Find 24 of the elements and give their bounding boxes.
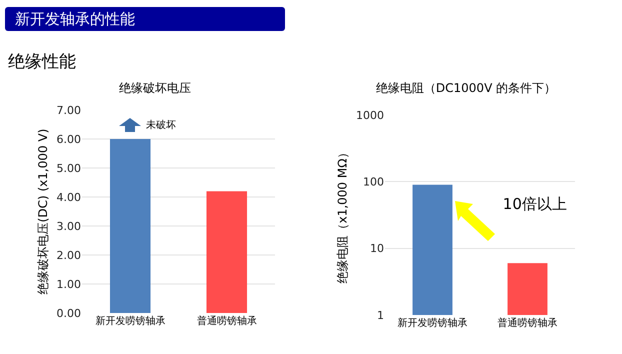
y-axis-title: 绝缘电阻（x1,000 MΩ）	[335, 146, 350, 284]
chart-title: 绝缘破坏电压	[119, 81, 191, 96]
x-tick-label: 普通唠镑轴承	[196, 315, 257, 327]
annotation: 未破坏	[146, 119, 176, 131]
y-tick-label: 10	[370, 242, 384, 256]
x-tick-label: 普通唠镑轴承	[498, 317, 558, 329]
x-tick-label: 新开发唠镑轴承	[95, 315, 166, 327]
y-tick-label: 6.00	[56, 132, 81, 146]
y-tick-label: 1.00	[56, 278, 81, 291]
y-tick-label: 0.00	[56, 306, 81, 320]
y-tick-label: 2.00	[56, 248, 81, 262]
y-axis-title: 绝缘破坏电压(DC) (x1,000 V)	[36, 128, 50, 294]
chart-title: 绝缘电阻（DC1000V 的条件下）	[376, 81, 556, 96]
annotation: 10倍以上	[502, 195, 567, 214]
y-tick-label: 1	[377, 308, 384, 322]
y-tick-label: 5.00	[56, 162, 81, 175]
y-tick-label: 3.00	[56, 220, 81, 233]
x-tick-label: 新开发唠镑轴承	[398, 317, 468, 329]
y-tick-label: 4.00	[56, 190, 81, 204]
text: 绝缘性能	[8, 51, 76, 73]
y-tick-label: 100	[363, 176, 384, 189]
y-tick-label: 1000	[356, 108, 384, 122]
text: 新开发轴承的性能	[5, 7, 285, 31]
y-tick-label: 7.00	[56, 104, 81, 117]
